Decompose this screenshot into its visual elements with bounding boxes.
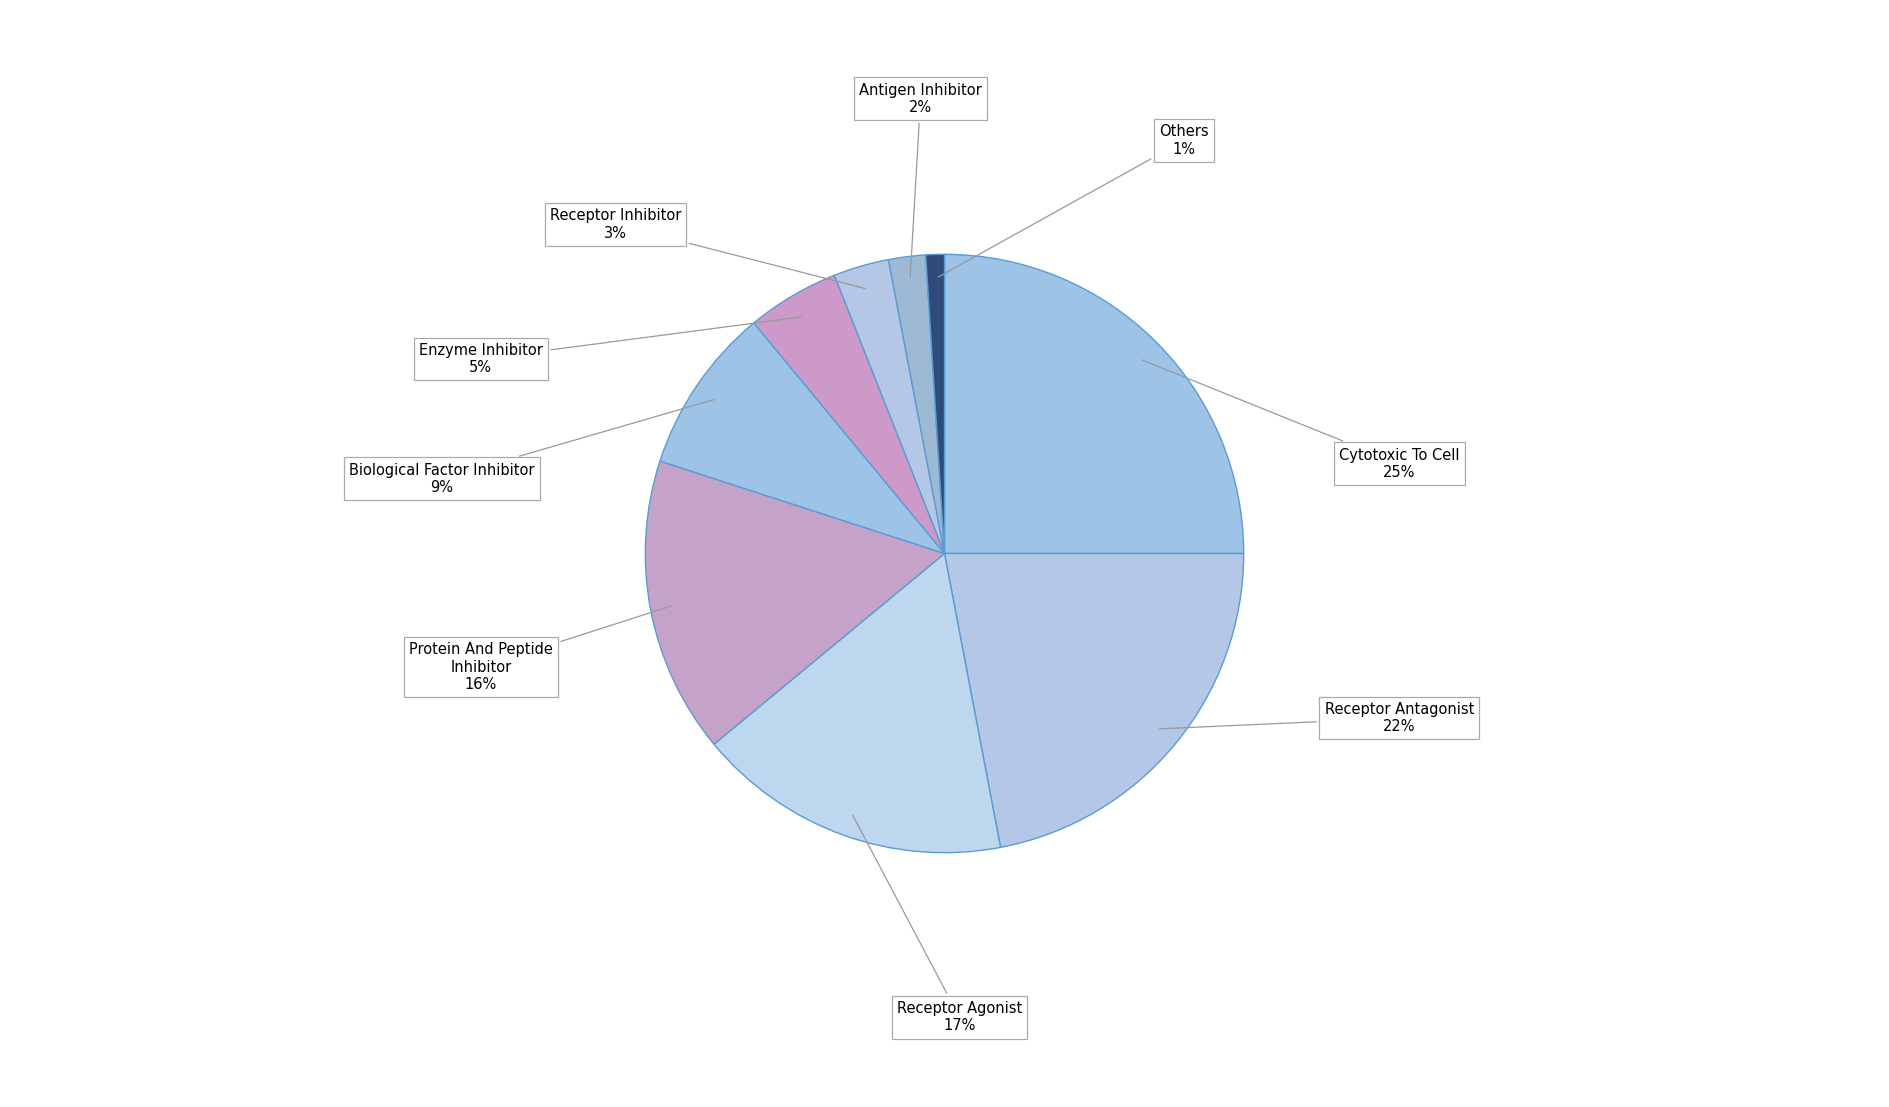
Text: Antigen Inhibitor
2%: Antigen Inhibitor 2% — [859, 83, 982, 278]
Wedge shape — [835, 260, 944, 554]
Wedge shape — [926, 255, 944, 554]
Wedge shape — [659, 323, 944, 554]
Text: Receptor Antagonist
22%: Receptor Antagonist 22% — [1160, 702, 1473, 734]
Wedge shape — [646, 461, 944, 744]
Wedge shape — [944, 255, 1243, 554]
Text: Enzyme Inhibitor
5%: Enzyme Inhibitor 5% — [419, 317, 801, 375]
Wedge shape — [944, 554, 1243, 847]
Text: Others
1%: Others 1% — [939, 124, 1209, 277]
Text: Protein And Peptide
Inhibitor
16%: Protein And Peptide Inhibitor 16% — [408, 606, 671, 692]
Wedge shape — [888, 255, 944, 554]
Text: Receptor Inhibitor
3%: Receptor Inhibitor 3% — [550, 208, 865, 289]
Text: Cytotoxic To Cell
25%: Cytotoxic To Cell 25% — [1141, 360, 1460, 480]
Wedge shape — [754, 276, 944, 554]
Text: Receptor Agonist
17%: Receptor Agonist 17% — [852, 815, 1022, 1034]
Text: Biological Factor Inhibitor
9%: Biological Factor Inhibitor 9% — [349, 400, 714, 495]
Wedge shape — [714, 554, 1001, 852]
